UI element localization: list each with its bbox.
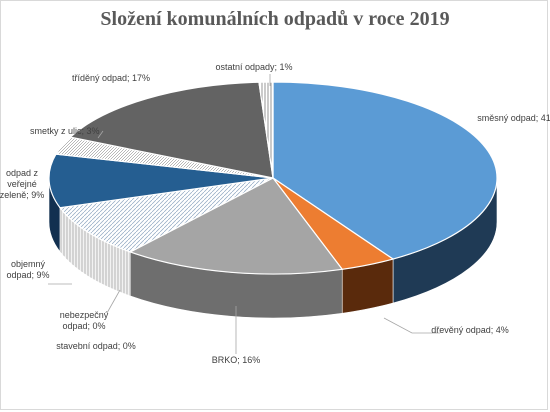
pie-slice-smesny	[272, 81, 498, 260]
data-label-zelen: odpad z veřejné zeleně; 9%	[0, 168, 44, 200]
data-label-dreveny: dřevěný odpad; 4%	[431, 325, 509, 335]
data-label-brko: BRKO; 16%	[212, 355, 261, 365]
leader-line-nebezpecny	[106, 289, 121, 314]
pie-slice-trideny	[69, 81, 274, 179]
data-label-trideny: tříděný odpad; 17%	[72, 73, 150, 83]
pie-slice-zelen	[48, 153, 274, 209]
leader-line-smetky	[97, 130, 104, 139]
chart-title: Složení komunálních odpadů v roce 2019	[100, 8, 450, 30]
pie-slice-ostatni	[258, 81, 274, 179]
data-label-ostatni: ostatní odpady; 1%	[215, 62, 292, 72]
data-label-objemny: objemný odpad; 9%	[6, 259, 49, 280]
data-label-nebezpecny: nebezpečný odpad; 0%	[60, 310, 109, 331]
data-label-stavebni: stavební odpad; 0%	[56, 341, 136, 351]
pie-slice-objemny	[58, 177, 274, 253]
data-label-smesny: směsný odpad; 41%	[477, 113, 550, 123]
leader-line-dreveny	[383, 317, 440, 334]
data-label-smetky: smetky z ulic; 3%	[30, 126, 100, 136]
pie-slice-brko	[128, 177, 344, 275]
